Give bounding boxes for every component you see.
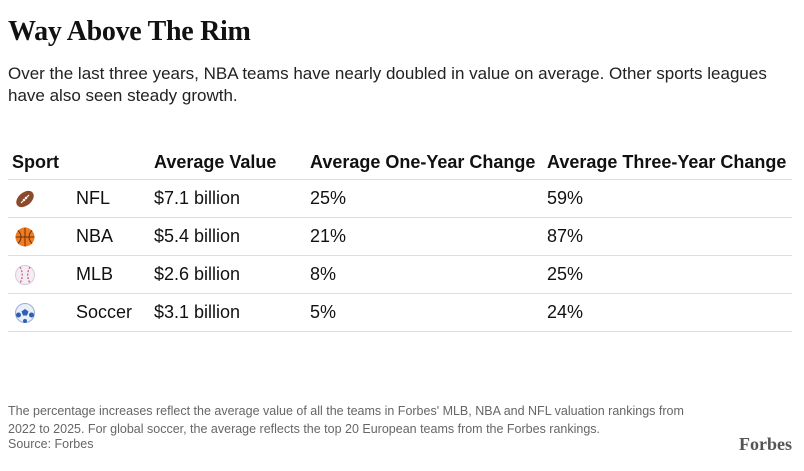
sport-icon bbox=[16, 190, 34, 207]
subtitle: Over the last three years, NBA teams hav… bbox=[8, 64, 767, 105]
icon-cell bbox=[8, 179, 72, 218]
sport-icon bbox=[15, 227, 35, 246]
table-cell: Soccer bbox=[72, 293, 150, 332]
icon-cell bbox=[8, 217, 72, 256]
footnote: The percentage increases reflect the ave… bbox=[8, 404, 684, 436]
sport-icon bbox=[15, 264, 35, 285]
column-header: Average One-Year Change bbox=[306, 150, 543, 180]
source: Source: Forbes bbox=[8, 437, 94, 451]
table-cell: $7.1 billion bbox=[150, 179, 306, 218]
table-row: Soccer $3.1 billion 5% 24% bbox=[8, 293, 792, 332]
table-cell: 21% bbox=[306, 217, 543, 256]
icon-cell bbox=[8, 255, 72, 294]
sport-icon bbox=[15, 302, 35, 323]
table-body: NFL $7.1 billion 25% 59% NBA $5.4 billion 21% 8… bbox=[8, 179, 792, 332]
table-cell: 8% bbox=[306, 255, 543, 294]
table-cell: $3.1 billion bbox=[150, 293, 306, 332]
table-cell: NFL bbox=[72, 179, 150, 218]
column-header: Average Three-Year Change bbox=[543, 150, 792, 180]
title: Way Above The Rim bbox=[8, 16, 251, 47]
table-cell: 59% bbox=[543, 179, 792, 218]
header-row: Sport Average Value Average One-Year Chang… bbox=[8, 150, 792, 180]
column-header: Sport bbox=[8, 150, 150, 180]
table-cell: 5% bbox=[306, 293, 543, 332]
table: Sport Average Value Average One-Year Chang… bbox=[8, 150, 792, 332]
table-cell: NBA bbox=[72, 217, 150, 256]
table-cell: $5.4 billion bbox=[150, 217, 306, 256]
table-cell: 25% bbox=[543, 255, 792, 294]
table-cell: MLB bbox=[72, 255, 150, 294]
table-cell: 25% bbox=[306, 179, 543, 218]
table-cell: 87% bbox=[543, 217, 792, 256]
table-row: NBA $5.4 billion 21% 87% bbox=[8, 217, 792, 256]
table-cell: 24% bbox=[543, 293, 792, 332]
icon-cell bbox=[8, 293, 72, 332]
logo: Forbes bbox=[739, 434, 792, 454]
column-header: Average Value bbox=[150, 150, 306, 180]
table-row: MLB $2.6 billion 8% 25% bbox=[8, 255, 792, 294]
table-cell: $2.6 billion bbox=[150, 255, 306, 294]
table-row: NFL $7.1 billion 25% 59% bbox=[8, 179, 792, 218]
